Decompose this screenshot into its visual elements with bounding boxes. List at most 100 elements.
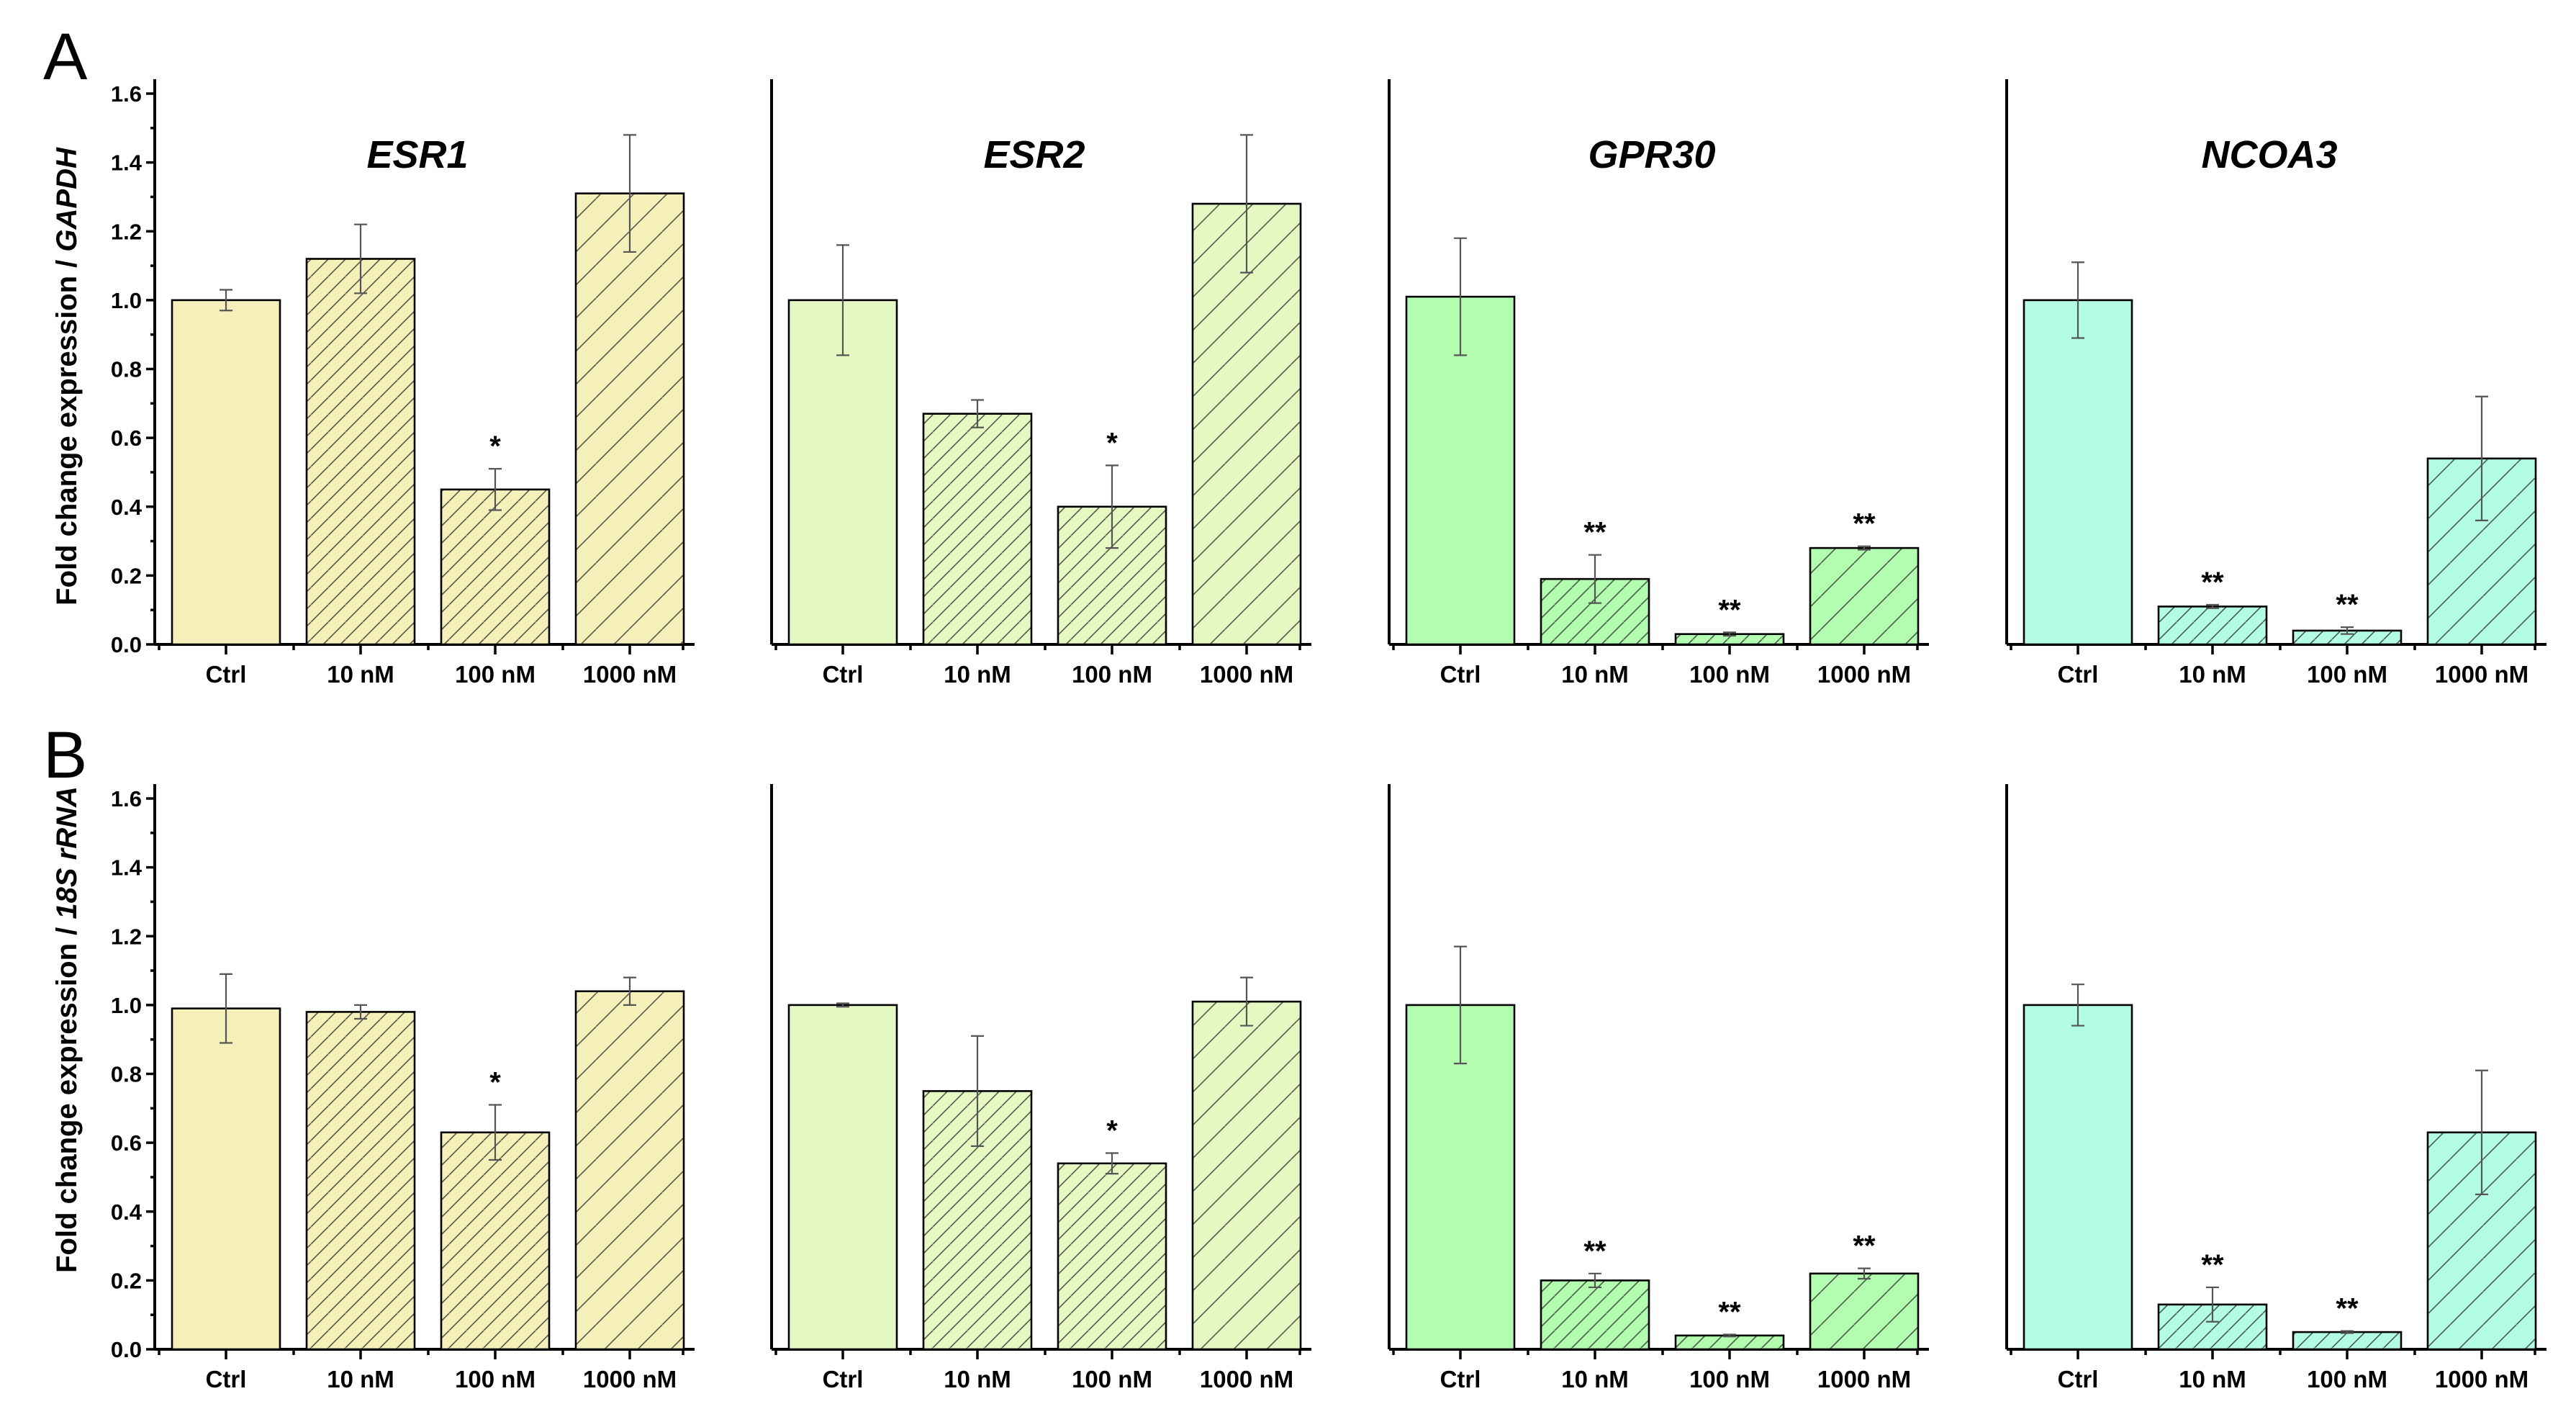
subplot-esr1-a: 0.0 0.2 0.4 0.6 0.8 1.0 1.2 1.4 1.6 ESR1 Ctrl 10 nM… (111, 79, 695, 688)
y-tick-label: 0.8 (111, 357, 142, 382)
x-tick-label: 100 nM (1689, 661, 1770, 688)
y-tick-label: 0.4 (111, 1200, 143, 1225)
x-tick-label: 1000 nM (1200, 661, 1293, 688)
panel-label-a: A (43, 20, 88, 94)
bar-gpr30-2 (1674, 1334, 1785, 1351)
bar-gpr30-3 (1809, 1272, 1920, 1351)
significance-marker: ** (2201, 1249, 2224, 1281)
bar-esr1-3 (574, 990, 685, 1351)
x-tick-label: 100 nM (1072, 661, 1152, 688)
x-tick-label: 100 nM (1072, 1366, 1152, 1392)
significance-marker: ** (2201, 567, 2224, 598)
x-tick-label: 100 nM (2307, 1366, 2387, 1392)
significance-marker: * (1106, 1115, 1118, 1146)
bar-esr2-3 (1191, 202, 1302, 646)
x-tick-label: 10 nM (327, 661, 394, 688)
y-tick-label: 0.0 (111, 632, 142, 657)
y-axis-label-b-norm: 18S rRNA (51, 786, 83, 919)
subplot-title: GPR30 (1588, 133, 1715, 176)
x-tick-label: 100 nM (2307, 661, 2387, 688)
y-tick-label: 0.6 (111, 426, 142, 451)
bar-esr1-1 (305, 258, 416, 646)
x-tick-label: 10 nM (944, 661, 1011, 688)
bar-esr2-1 (922, 413, 1033, 646)
x-tick-label: Ctrl (206, 1366, 247, 1392)
y-tick-label: 0.2 (111, 563, 142, 588)
x-tick-label: Ctrl (1440, 1366, 1481, 1392)
x-tick-label: 10 nM (327, 1366, 394, 1392)
significance-marker: ** (1853, 1230, 1876, 1262)
subplot-ncoa3-a: NCOA3 Ctrl 10 nM ** 100 nM ** 1000 nM (2005, 79, 2546, 688)
subplot-esr2-b: Ctrl 10 nM 100 nM * 1000 nM (770, 784, 1311, 1392)
x-tick-label: 1000 nM (2435, 1366, 2528, 1392)
x-tick-label: 1000 nM (1817, 661, 1911, 688)
x-tick-label: 10 nM (2179, 1366, 2246, 1392)
bar-esr1-1 (305, 1011, 416, 1351)
y-tick-label: 1.6 (111, 81, 142, 107)
bar-gpr30-3 (1809, 546, 1920, 646)
y-tick-label: 0.8 (111, 1062, 142, 1087)
subplot-ncoa3-b: Ctrl 10 nM ** 100 nM ** 1000 nM (2005, 784, 2546, 1392)
y-tick-label: 1.2 (111, 924, 142, 949)
x-tick-label: 100 nM (455, 1366, 535, 1392)
subplot-gpr30-a: GPR30 Ctrl 10 nM ** 100 nM ** 1000 nM ** (1388, 79, 1929, 688)
subplot-esr1-b: 0.0 0.2 0.4 0.6 0.8 1.0 1.2 1.4 1.6 Ctrl 10 nM 100 … (111, 784, 695, 1392)
charts-layer: 0.0 0.2 0.4 0.6 0.8 1.0 1.2 1.4 1.6 ESR1 Ctrl 10 nM… (111, 79, 2546, 1392)
subplot-title: NCOA3 (2201, 133, 2337, 176)
bar-ncoa3-0 (2023, 1004, 2133, 1351)
x-tick-label: Ctrl (2058, 661, 2099, 688)
significance-marker: ** (1718, 594, 1741, 626)
x-tick-label: 1000 nM (583, 661, 677, 688)
y-tick-label: 1.4 (111, 150, 143, 176)
panel-label-b: B (43, 719, 87, 792)
bar-esr2-3 (1191, 1000, 1302, 1351)
bar-esr1-2 (440, 488, 551, 646)
bar-esr2-2 (1057, 1162, 1167, 1351)
x-tick-label: 1000 nM (1817, 1366, 1911, 1392)
bar-ncoa3-1 (2157, 606, 2268, 646)
y-tick-label: 0.6 (111, 1130, 142, 1156)
bar-ncoa3-2 (2292, 1331, 2403, 1351)
bar-esr1-2 (440, 1131, 551, 1351)
y-tick-label: 0.0 (111, 1337, 142, 1362)
x-tick-label: 1000 nM (583, 1366, 677, 1392)
y-axis-label-a-norm: GAPDH (51, 147, 83, 252)
y-tick-label: 1.0 (111, 288, 142, 313)
bar-esr1-0 (171, 1007, 281, 1351)
subplot-esr2-a: ESR2 Ctrl 10 nM 100 nM * 1000 nM (770, 79, 1311, 688)
y-axis-label-b-prefix: Fold change expression / (51, 919, 83, 1273)
bar-esr2-0 (787, 1004, 898, 1351)
subplot-title: ESR2 (983, 133, 1085, 176)
x-tick-label: 10 nM (944, 1366, 1011, 1392)
y-axis-label-a: Fold change expression / GAPDH (51, 147, 83, 606)
x-tick-label: 1000 nM (2435, 661, 2528, 688)
subplot-title: ESR1 (366, 133, 468, 176)
significance-marker: ** (1718, 1296, 1741, 1328)
significance-marker: * (489, 1067, 501, 1099)
significance-marker: * (489, 431, 501, 462)
bar-esr1-3 (574, 192, 685, 646)
y-tick-label: 1.4 (111, 855, 143, 881)
y-axis-label-b: Fold change expression / 18S rRNA (51, 786, 83, 1273)
y-tick-label: 1.2 (111, 219, 142, 244)
y-axis-label-a-prefix: Fold change expression / (51, 252, 83, 606)
significance-marker: * (1106, 427, 1118, 459)
x-tick-label: Ctrl (823, 661, 864, 688)
x-tick-label: 10 nM (2179, 661, 2246, 688)
significance-marker: ** (1853, 508, 1876, 540)
significance-marker: ** (1583, 1236, 1606, 1267)
bar-ncoa3-0 (2023, 299, 2133, 646)
y-tick-label: 0.2 (111, 1268, 142, 1293)
significance-marker: ** (2336, 589, 2359, 621)
significance-marker: ** (2336, 1293, 2359, 1325)
x-tick-label: 10 nM (1561, 1366, 1629, 1392)
y-tick-label: 1.0 (111, 993, 142, 1018)
x-tick-label: 100 nM (1689, 1366, 1770, 1392)
bar-esr2-0 (787, 299, 898, 646)
x-tick-label: Ctrl (206, 661, 247, 688)
x-tick-label: Ctrl (2058, 1366, 2099, 1392)
x-tick-label: 100 nM (455, 661, 535, 688)
x-tick-label: 10 nM (1561, 661, 1629, 688)
x-tick-label: Ctrl (1440, 661, 1481, 688)
